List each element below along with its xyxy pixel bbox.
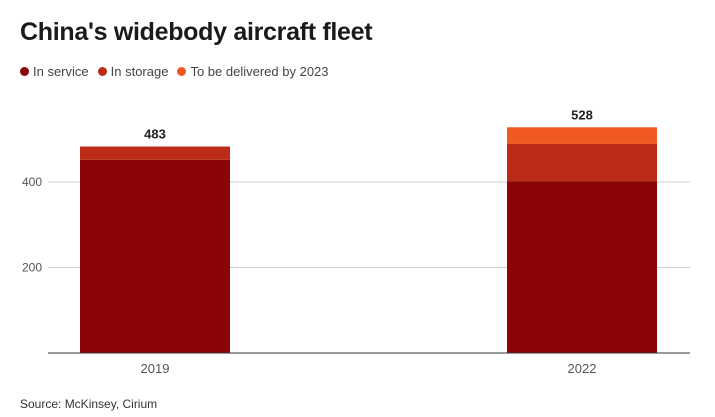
y-tick-label-200: 200 xyxy=(22,261,42,275)
legend-label-in-storage: In storage xyxy=(110,64,169,79)
legend-label-to-be-delivered: To be delivered by 2023 xyxy=(190,64,329,79)
legend-item-in-service: In service xyxy=(20,64,89,79)
source-note: Source: McKinsey, Cirium xyxy=(20,397,158,411)
bar-2022-in-storage xyxy=(507,143,657,182)
total-label-2019: 483 xyxy=(144,127,166,142)
bar-2022-in-service xyxy=(507,181,657,353)
x-tick-label-2022: 2022 xyxy=(568,361,597,376)
x-tick-label-2019: 2019 xyxy=(141,361,170,376)
bar-2022-to-be-delivered-by-2023 xyxy=(507,127,657,144)
legend-swatch-in-storage xyxy=(97,67,107,76)
chart-title: China's widebody aircraft fleet xyxy=(20,18,373,46)
legend-swatch-in-service xyxy=(20,67,29,76)
bar-2019-in-service xyxy=(80,159,230,353)
y-tick-label-400: 400 xyxy=(22,175,42,189)
legend: In service In storage To be delivered by… xyxy=(20,64,338,79)
legend-item-to-be-delivered: To be delivered by 2023 xyxy=(177,64,329,79)
legend-label-in-service: In service xyxy=(33,64,89,79)
legend-swatch-to-be-delivered xyxy=(177,67,187,76)
total-label-2022: 528 xyxy=(571,107,593,122)
bar-2019-in-storage xyxy=(80,146,230,160)
legend-item-in-storage: In storage xyxy=(97,64,169,79)
